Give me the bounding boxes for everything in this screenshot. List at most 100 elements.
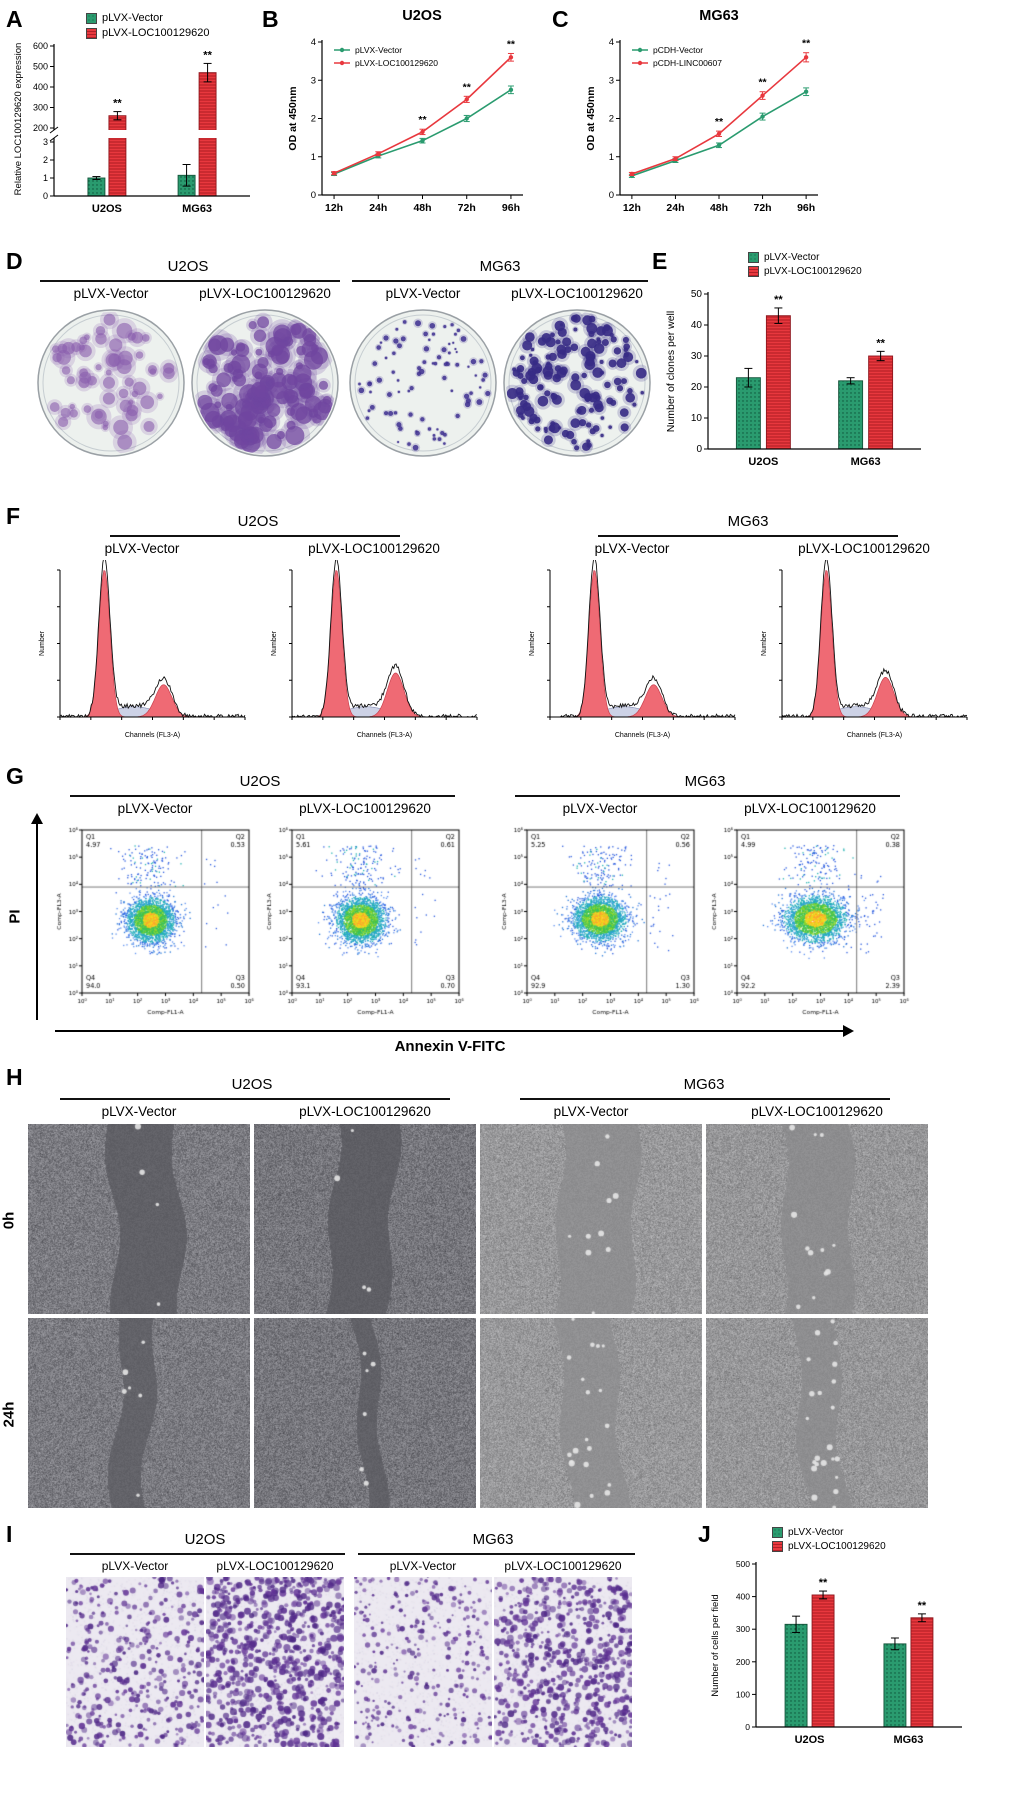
svg-text:**: **: [876, 337, 885, 349]
panel-e-chart: ** ** 0 10 20 30 40 50 U2OS MG63 Number of clones …: [658, 280, 1016, 485]
svg-text:Number: Number: [761, 630, 768, 656]
svg-text:48h: 48h: [413, 202, 431, 214]
svg-text:30: 30: [691, 351, 703, 362]
legend-swatch-vector: [748, 252, 759, 263]
transwell-image-u2os-vector: [66, 1577, 204, 1747]
svg-text:4: 4: [311, 37, 316, 48]
svg-text:**: **: [758, 77, 767, 89]
transwell-image-u2os-loc: [206, 1577, 344, 1747]
svg-text:200: 200: [736, 1657, 750, 1667]
pi-axis-line: [36, 824, 38, 1020]
svg-text:3: 3: [609, 75, 614, 86]
svg-text:400: 400: [736, 1592, 750, 1602]
svg-text:Channels (FL3-A): Channels (FL3-A): [357, 732, 412, 739]
svg-text:Number: Number: [271, 630, 278, 656]
svg-text:**: **: [463, 81, 472, 93]
panel-h-cond-1: pLVX-Vector: [101, 1104, 177, 1119]
panel-d-label: D: [6, 248, 23, 274]
apoptosis-scatter-mg63-loc: [710, 822, 910, 1017]
panel-j-legend: pLVX-Vector pLVX-LOC100129620: [772, 1527, 886, 1555]
svg-text:3: 3: [311, 75, 316, 86]
panel-g-cond-1: pLVX-Vector: [117, 801, 193, 816]
cell-cycle-histogram-u2os-vector: Channels (FL3-A) Number: [30, 560, 255, 745]
wound-image-24h-mg63-vector: [480, 1318, 702, 1508]
wound-row-label-24h: 24h: [0, 1401, 18, 1428]
panel-e-legend: pLVX-Vector pLVX-LOC100129620: [748, 252, 862, 280]
panel-f-cell-u2os: U2OS: [237, 513, 279, 530]
legend-label-loc: pLVX-LOC100129620: [764, 266, 862, 277]
svg-text:Channels (FL3-A): Channels (FL3-A): [847, 732, 902, 739]
svg-text:MG63: MG63: [893, 1734, 923, 1746]
apoptosis-scatter-u2os-vector: [55, 822, 255, 1017]
panel-g-mg63-line: [515, 795, 900, 797]
svg-text:72h: 72h: [458, 202, 476, 214]
transwell-image-mg63-loc: [494, 1577, 632, 1747]
svg-text:Number of clones per well: Number of clones per well: [665, 311, 677, 432]
svg-text:0: 0: [43, 191, 48, 201]
svg-text:**: **: [203, 49, 212, 61]
panel-g-cond-3: pLVX-Vector: [562, 801, 638, 816]
svg-text:2: 2: [43, 155, 48, 165]
svg-text:**: **: [918, 1600, 927, 1612]
panel-h-cell-u2os: U2OS: [231, 1076, 273, 1093]
svg-text:96h: 96h: [502, 202, 520, 214]
cell-cycle-histogram-u2os-loc: Channels (FL3-A) Number: [262, 560, 487, 745]
panel-b-label: B: [262, 6, 279, 32]
panel-f-cell-mg63: MG63: [727, 513, 769, 530]
colony-dish-mg63-loc: [502, 308, 652, 458]
panel-d-cond-2: pLVX-LOC100129620: [199, 286, 331, 301]
legend-label-loc: pLVX-LOC100129620: [788, 1541, 886, 1552]
svg-text:**: **: [802, 38, 811, 50]
svg-text:Number: Number: [529, 630, 536, 656]
legend-label-vector: pLVX-Vector: [764, 252, 820, 263]
panel-h-cond-4: pLVX-LOC100129620: [751, 1104, 883, 1119]
legend-label-vector: pLVX-Vector: [788, 1527, 844, 1538]
svg-text:2: 2: [609, 114, 614, 125]
legend-swatch-loc: [772, 1541, 783, 1552]
panel-f-cond-2: pLVX-LOC100129620: [308, 541, 440, 556]
panel-i-u2os-line: [70, 1553, 345, 1555]
panel-i-cond-4: pLVX-LOC100129620: [504, 1559, 622, 1573]
svg-text:300: 300: [33, 103, 48, 113]
svg-text:pCDH-Vector: pCDH-Vector: [653, 45, 703, 55]
svg-text:0: 0: [696, 444, 702, 455]
annexin-axis-line: [55, 1030, 845, 1032]
svg-text:400: 400: [33, 82, 48, 92]
svg-text:48h: 48h: [710, 202, 728, 214]
svg-text:U2OS: U2OS: [92, 203, 122, 215]
svg-text:OD at 450nm: OD at 450nm: [585, 86, 597, 150]
svg-text:12h: 12h: [623, 202, 641, 214]
svg-text:96h: 96h: [797, 202, 815, 214]
legend-item-loc: pLVX-LOC100129620: [86, 27, 209, 39]
svg-text:**: **: [113, 98, 122, 110]
svg-text:U2OS: U2OS: [795, 1734, 825, 1746]
panel-e-label: E: [652, 248, 668, 274]
legend-label-loc: pLVX-LOC100129620: [102, 27, 210, 39]
legend-item-loc: pLVX-LOC100129620: [772, 1541, 886, 1552]
panel-h-u2os-line: [60, 1098, 450, 1100]
wound-image-0h-mg63-vector: [480, 1124, 702, 1314]
legend-label-vector: pLVX-Vector: [102, 12, 163, 24]
svg-text:1: 1: [43, 173, 48, 183]
apoptosis-scatter-mg63-vector: [500, 822, 700, 1017]
apoptosis-scatter-u2os-loc: [265, 822, 465, 1017]
svg-text:MG63: MG63: [182, 203, 212, 215]
panel-i-cond-1: pLVX-Vector: [101, 1559, 169, 1573]
wound-image-0h-u2os-loc: [254, 1124, 476, 1314]
panel-a-legend: pLVX-Vector pLVX-LOC100129620: [86, 12, 209, 42]
panel-i-cond-3: pLVX-Vector: [389, 1559, 457, 1573]
panel-h-cond-2: pLVX-LOC100129620: [299, 1104, 431, 1119]
annexin-axis-label: Annexin V-FITC: [394, 1038, 506, 1055]
panel-a-chart: ** ** 0 1 2 3 200 300 400 500 600 U2OS MG63 Relative …: [8, 36, 258, 236]
panel-f-u2os-line: [110, 535, 400, 537]
legend-item-vector: pLVX-Vector: [772, 1527, 886, 1538]
transwell-image-mg63-vector: [354, 1577, 492, 1747]
svg-text:72h: 72h: [754, 202, 772, 214]
svg-text:pLVX-Vector: pLVX-Vector: [355, 45, 402, 55]
svg-text:pLVX-LOC100129620: pLVX-LOC100129620: [355, 58, 438, 68]
svg-text:U2OS: U2OS: [748, 456, 778, 468]
panel-f-cond-1: pLVX-Vector: [104, 541, 180, 556]
pi-axis-arrowhead-icon: [31, 813, 43, 824]
panel-g-label: G: [6, 763, 24, 789]
